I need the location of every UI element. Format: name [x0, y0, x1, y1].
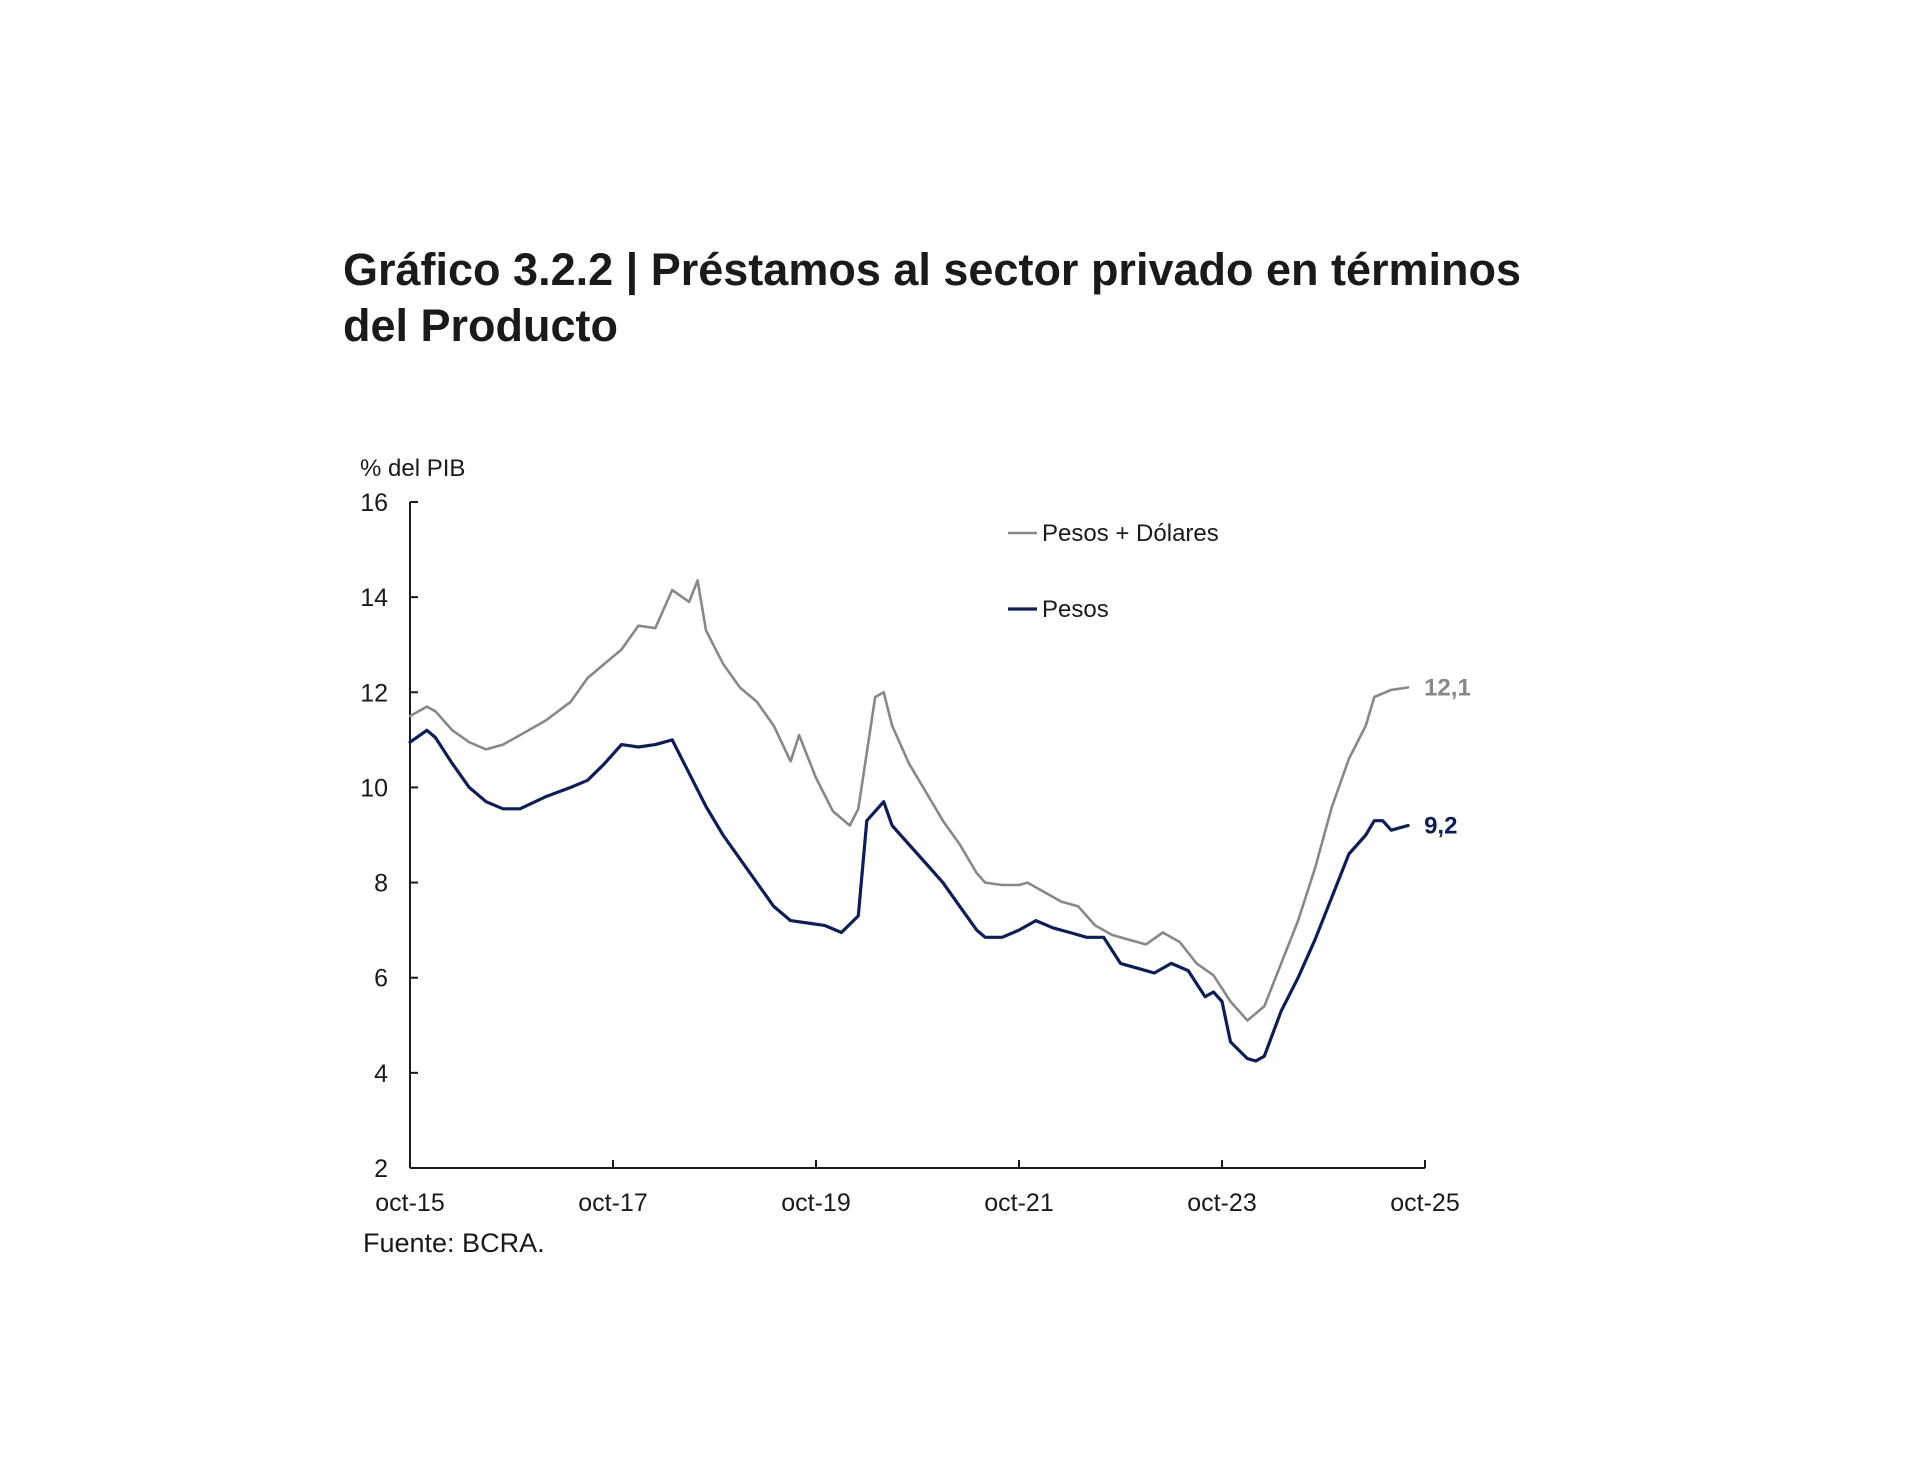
x-tick-label: oct-15 — [375, 1189, 444, 1217]
end-value-label: 9,2 — [1424, 812, 1457, 839]
axes: 16 14 12 10 8 6 4 2 oct-15 oct-17 oct-19 oct-21 oct-… — [360, 489, 1460, 1217]
y-axis-label: % del PIB — [360, 455, 465, 482]
y-tick-label: 8 — [374, 870, 388, 898]
end-value-label: 12,1 — [1424, 675, 1471, 702]
x-tick-label: oct-25 — [1390, 1189, 1459, 1217]
x-tick-label: oct-23 — [1187, 1189, 1256, 1217]
y-tick-label: 14 — [360, 584, 388, 612]
series-line-pesos — [408, 728, 1410, 1063]
y-tick-label: 12 — [360, 679, 388, 707]
chart-title-line-1: Gráfico 3.2.2 | Préstamos al sector priv… — [343, 244, 1522, 295]
y-tick-label: 16 — [360, 489, 388, 517]
legend-label: Pesos + Dólares — [1042, 520, 1219, 547]
y-tick-label: 2 — [374, 1155, 388, 1183]
x-tick-label: oct-19 — [781, 1189, 850, 1217]
chart-title: Gráfico 3.2.2 | Préstamos al sector priv… — [343, 242, 1543, 354]
x-tick-label: oct-17 — [578, 1189, 647, 1217]
series-layer: 12,1 9,2 — [408, 579, 1471, 1063]
legend-label: Pesos — [1042, 596, 1109, 623]
y-tick-label: 6 — [374, 965, 388, 993]
x-tick-label: oct-21 — [984, 1189, 1053, 1217]
legend: Pesos + Dólares Pesos — [1008, 520, 1219, 623]
y-tick-label: 10 — [360, 774, 388, 802]
chart-title-line-2: del Producto — [343, 300, 619, 351]
source-note: Fuente: BCRA. — [363, 1228, 545, 1258]
series-line-pesos-dolares — [408, 579, 1410, 1022]
y-tick-label: 4 — [374, 1060, 388, 1088]
